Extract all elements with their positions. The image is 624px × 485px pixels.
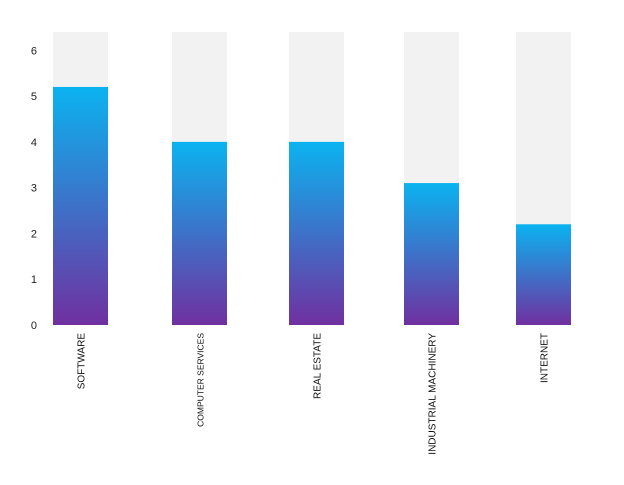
y-tick-label: 3 bbox=[31, 183, 37, 195]
x-category-label: COMPUTER SERVICES bbox=[196, 333, 206, 427]
y-tick-label: 5 bbox=[31, 91, 37, 103]
y-axis: 0 1 2 3 4 5 6 bbox=[31, 45, 37, 332]
y-tick-label: 0 bbox=[31, 320, 37, 332]
y-tick-label: 2 bbox=[31, 228, 37, 240]
y-tick-label: 6 bbox=[31, 45, 37, 57]
x-category-label: INTERNET bbox=[540, 333, 551, 383]
bar-computer-services bbox=[172, 141, 227, 325]
y-tick-label: 4 bbox=[31, 137, 37, 149]
bar-internet bbox=[516, 224, 571, 325]
x-category-label: REAL ESTATE bbox=[313, 333, 324, 399]
bars bbox=[53, 86, 571, 325]
y-tick-label: 1 bbox=[31, 274, 37, 286]
bar-software bbox=[53, 86, 108, 325]
bar-industrial-machinery bbox=[404, 183, 459, 325]
bar-real-estate bbox=[289, 141, 344, 325]
x-category-label: SOFTWARE bbox=[77, 333, 88, 390]
x-axis-labels: SOFTWARE COMPUTER SERVICES REAL ESTATE INDU… bbox=[77, 333, 551, 455]
x-category-label: INDUSTRIAL MACHINERY bbox=[428, 333, 439, 455]
